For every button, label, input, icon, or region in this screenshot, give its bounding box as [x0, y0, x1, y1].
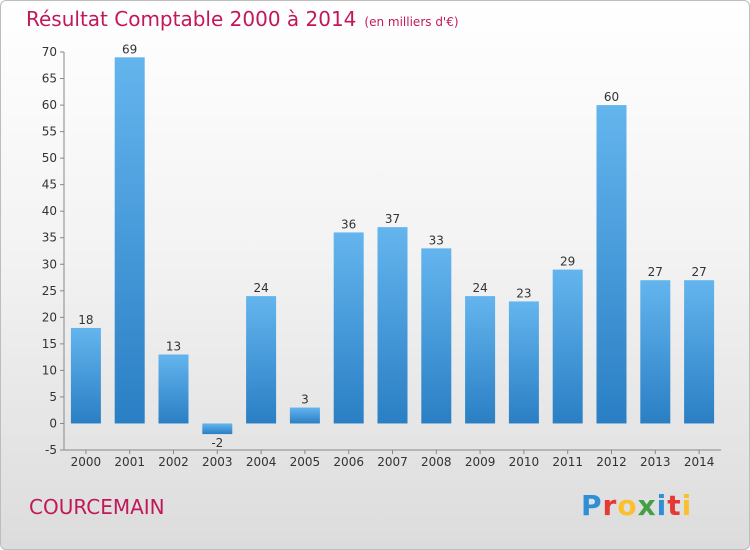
logo-letter: r: [602, 489, 618, 522]
x-tick-label: 2005: [290, 455, 321, 469]
x-tick-label: 2010: [509, 455, 540, 469]
logo-letter: o: [617, 489, 638, 522]
y-tick-label: 55: [42, 125, 57, 139]
data-label-2007: 37: [385, 212, 400, 226]
data-label-2002: 13: [166, 339, 181, 353]
bar-2013: [640, 280, 671, 424]
y-tick-label: 5: [49, 390, 57, 404]
bar-2005: [289, 407, 320, 424]
y-tick-label: 70: [42, 45, 57, 59]
y-tick-label: 65: [42, 72, 57, 86]
bar-2009: [465, 296, 496, 424]
data-label-2004: 24: [253, 281, 268, 295]
x-tick-label: 2007: [377, 455, 408, 469]
data-label-2005: 3: [301, 393, 309, 407]
chart-unit: (en milliers d'€): [364, 15, 459, 29]
data-label-2008: 33: [429, 233, 444, 247]
data-label-2000: 18: [78, 313, 93, 327]
x-tick-label: 2008: [421, 455, 452, 469]
y-tick-label: 30: [42, 257, 57, 271]
chart-title: Résultat Comptable 2000 à 2014: [26, 7, 357, 31]
logo-letter: x: [637, 489, 657, 522]
data-label-2014: 27: [691, 265, 706, 279]
y-tick-label: 45: [42, 178, 57, 192]
chart-title-block: Résultat Comptable 2000 à 2014 (en millie…: [26, 7, 459, 31]
proxiti-logo: Proxiti: [581, 489, 692, 522]
data-label-2013: 27: [648, 265, 663, 279]
x-tick-label: 2009: [465, 455, 496, 469]
x-tick-label: 2002: [158, 455, 189, 469]
bar-2010: [508, 301, 539, 424]
y-tick-label: 0: [49, 416, 57, 430]
x-tick-label: 2001: [114, 455, 145, 469]
y-tick-label: 35: [42, 231, 57, 245]
logo-letter: t: [667, 489, 682, 522]
y-tick-label: 25: [42, 284, 57, 298]
data-label-2001: 69: [122, 42, 137, 56]
y-tick-label: 15: [42, 337, 57, 351]
bar-2002: [158, 354, 189, 424]
data-label-2003: -2: [211, 436, 223, 450]
data-label-2011: 29: [560, 255, 575, 269]
y-tick-label: 60: [42, 98, 57, 112]
bar-2001: [114, 57, 145, 424]
y-tick-label: 50: [42, 151, 57, 165]
x-tick-label: 2011: [552, 455, 583, 469]
logo-letter: i: [656, 489, 668, 522]
logo-letter: i: [681, 489, 693, 522]
x-tick-label: 2000: [71, 455, 102, 469]
data-label-2012: 60: [604, 90, 619, 104]
bar-2003: [202, 423, 233, 435]
bar-2014: [684, 280, 715, 424]
bar-2007: [377, 227, 408, 424]
y-tick-label: 10: [42, 363, 57, 377]
bar-2004: [246, 296, 277, 424]
bar-2000: [70, 327, 101, 424]
commune-name: COURCEMAIN: [29, 495, 165, 519]
x-tick-label: 2013: [640, 455, 671, 469]
bar-2008: [421, 248, 452, 424]
x-tick-label: 2014: [684, 455, 715, 469]
x-tick-label: 2006: [333, 455, 364, 469]
bar-2006: [333, 232, 364, 424]
data-label-2006: 36: [341, 217, 356, 231]
x-tick-label: 2003: [202, 455, 233, 469]
y-tick-label: 20: [42, 310, 57, 324]
bar-2011: [552, 269, 583, 424]
data-label-2010: 23: [516, 286, 531, 300]
logo-letter: P: [581, 489, 603, 522]
x-tick-label: 2012: [596, 455, 627, 469]
y-tick-label: 40: [42, 204, 57, 218]
data-label-2009: 24: [472, 281, 487, 295]
y-tick-label: -5: [45, 443, 57, 457]
x-tick-label: 2004: [246, 455, 277, 469]
bar-2012: [596, 105, 627, 424]
